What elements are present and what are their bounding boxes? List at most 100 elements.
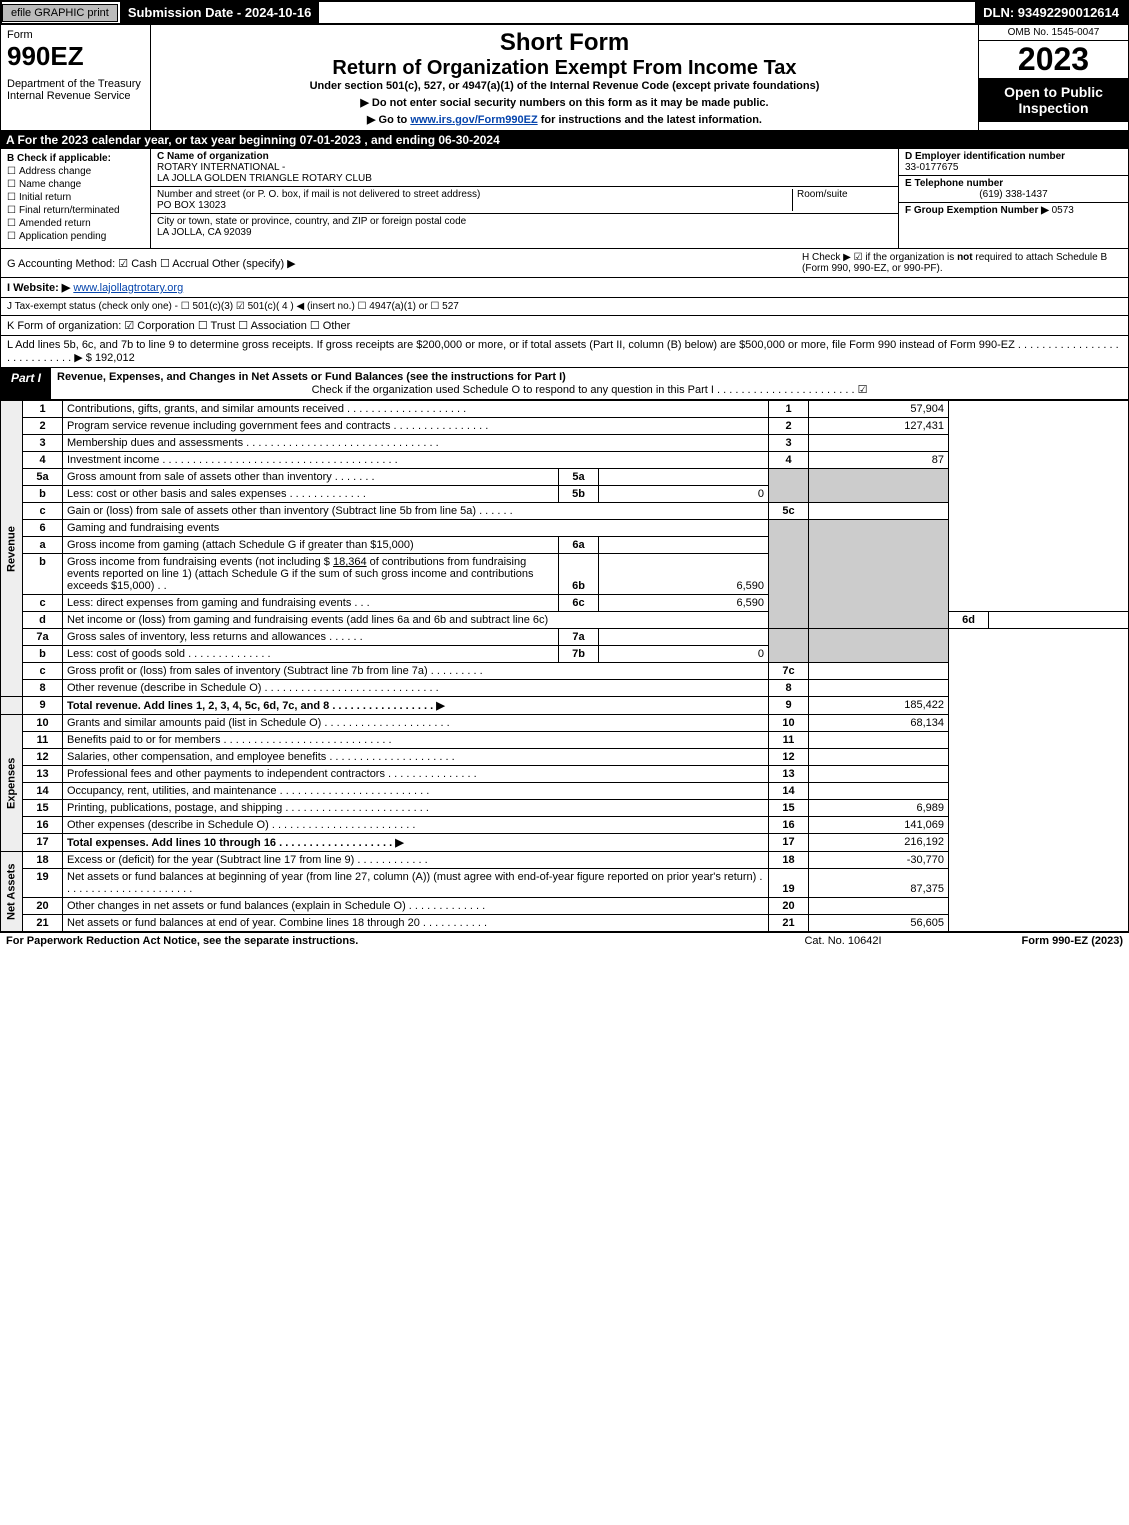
amt-15: 6,989 xyxy=(809,800,949,817)
amt-9: 185,422 xyxy=(809,697,949,715)
part1-tab: Part I xyxy=(1,368,51,399)
h-schedule-b: H Check ▶ ☑ if the organization is not r… xyxy=(802,252,1122,274)
amt-17: 216,192 xyxy=(809,834,949,852)
row-7a: 7a Gross sales of inventory, less return… xyxy=(1,629,1129,646)
i-website-line: I Website: ▶ www.lajollagtrotary.org xyxy=(0,278,1129,298)
ln-7b: b xyxy=(23,646,63,663)
form-title: Return of Organization Exempt From Incom… xyxy=(157,57,972,80)
col-b: B Check if applicable: Address change Na… xyxy=(1,149,151,248)
form-header: Form 990EZ Department of the Treasury In… xyxy=(0,25,1129,131)
chk-name-change[interactable]: Name change xyxy=(7,179,144,190)
lbl-6c: Less: direct expenses from gaming and fu… xyxy=(63,595,559,612)
box-16: 16 xyxy=(769,817,809,834)
c-header: C Name of organization xyxy=(157,151,892,162)
part1-sub: Check if the organization used Schedule … xyxy=(57,383,1122,396)
ein: 33-0177675 xyxy=(905,162,1122,173)
amt-4: 87 xyxy=(809,452,949,469)
ln-13: 13 xyxy=(23,766,63,783)
form-word: Form xyxy=(7,29,144,41)
row-5b: b Less: cost or other basis and sales ex… xyxy=(1,486,1129,503)
ln-6b: b xyxy=(23,554,63,595)
box-12: 12 xyxy=(769,749,809,766)
midamt-5a xyxy=(599,469,769,486)
ln-8: 8 xyxy=(23,680,63,697)
row-11: 11 Benefits paid to or for members . . .… xyxy=(1,732,1129,749)
irs-link[interactable]: www.irs.gov/Form990EZ xyxy=(410,114,537,126)
row-20: 20 Other changes in net assets or fund b… xyxy=(1,898,1129,915)
lbl-12: Salaries, other compensation, and employ… xyxy=(63,749,769,766)
ln-21: 21 xyxy=(23,915,63,932)
info-grid: B Check if applicable: Address change Na… xyxy=(0,149,1129,249)
lbl-19: Net assets or fund balances at beginning… xyxy=(63,869,769,898)
chk-address-change[interactable]: Address change xyxy=(7,166,144,177)
lbl-5a: Gross amount from sale of assets other t… xyxy=(63,469,559,486)
row-4: 4 Investment income . . . . . . . . . . … xyxy=(1,452,1129,469)
dln: DLN: 93492290012614 xyxy=(975,2,1127,23)
box-14: 14 xyxy=(769,783,809,800)
ln-17: 17 xyxy=(23,834,63,852)
midamt-7a xyxy=(599,629,769,646)
gray-6 xyxy=(769,520,809,629)
row-1: Revenue 1 Contributions, gifts, grants, … xyxy=(1,401,1129,418)
ln-3: 3 xyxy=(23,435,63,452)
box-21: 21 xyxy=(769,915,809,932)
grayamt-7 xyxy=(809,629,949,663)
box-20: 20 xyxy=(769,898,809,915)
amt-10: 68,134 xyxy=(809,715,949,732)
midamt-5b: 0 xyxy=(599,486,769,503)
link-post: for instructions and the latest informat… xyxy=(538,114,762,126)
row-7b: b Less: cost of goods sold . . . . . . .… xyxy=(1,646,1129,663)
instructions-line: ▶ Go to www.irs.gov/Form990EZ for instru… xyxy=(157,113,972,126)
open-inspection: Open to Public Inspection xyxy=(979,78,1128,122)
chk-final-return[interactable]: Final return/terminated xyxy=(7,205,144,216)
org-name-2: LA JOLLA GOLDEN TRIANGLE ROTARY CLUB xyxy=(157,173,892,184)
row-6b: b Gross income from fundraising events (… xyxy=(1,554,1129,595)
ln-2: 2 xyxy=(23,418,63,435)
col-c: C Name of organization ROTARY INTERNATIO… xyxy=(151,149,898,248)
lbl-4: Investment income . . . . . . . . . . . … xyxy=(63,452,769,469)
amt-7c xyxy=(809,663,949,680)
row-7c: c Gross profit or (loss) from sales of i… xyxy=(1,663,1129,680)
h-pre: H Check ▶ ☑ if the organization is xyxy=(802,252,957,263)
box-15: 15 xyxy=(769,800,809,817)
grp-number: 0573 xyxy=(1052,205,1074,216)
row-14: 14 Occupancy, rent, utilities, and maint… xyxy=(1,783,1129,800)
ln-10: 10 xyxy=(23,715,63,732)
amt-12 xyxy=(809,749,949,766)
col-d: D Employer identification number 33-0177… xyxy=(898,149,1128,248)
amt-8 xyxy=(809,680,949,697)
chk-application-pending[interactable]: Application pending xyxy=(7,231,144,242)
submission-date: Submission Date - 2024-10-16 xyxy=(120,2,320,23)
irs: Internal Revenue Service xyxy=(7,90,144,102)
efile-print-button[interactable]: efile GRAPHIC print xyxy=(2,4,118,22)
row-8: 8 Other revenue (describe in Schedule O)… xyxy=(1,680,1129,697)
h-not: not xyxy=(957,252,973,263)
mid-7b: 7b xyxy=(559,646,599,663)
chk-amended-return[interactable]: Amended return xyxy=(7,218,144,229)
mid-6c: 6c xyxy=(559,595,599,612)
lbl-1: Contributions, gifts, grants, and simila… xyxy=(63,401,769,418)
lbl-6: Gaming and fundraising events xyxy=(63,520,769,537)
omb-number: OMB No. 1545-0047 xyxy=(979,25,1128,41)
tax-year: 2023 xyxy=(979,41,1128,78)
l-gross-receipts: L Add lines 5b, 6c, and 7b to line 9 to … xyxy=(0,336,1129,368)
part1-title: Revenue, Expenses, and Changes in Net As… xyxy=(57,371,1122,383)
city: LA JOLLA, CA 92039 xyxy=(157,227,892,238)
chk-initial-return[interactable]: Initial return xyxy=(7,192,144,203)
ln-7c: c xyxy=(23,663,63,680)
ln-11: 11 xyxy=(23,732,63,749)
amt-19: 87,375 xyxy=(809,869,949,898)
short-form-label: Short Form xyxy=(157,29,972,57)
tel: (619) 338-1437 xyxy=(905,189,1122,200)
lbl-10: Grants and similar amounts paid (list in… xyxy=(63,715,769,732)
lbl-16: Other expenses (describe in Schedule O) … xyxy=(63,817,769,834)
header-right: OMB No. 1545-0047 2023 Open to Public In… xyxy=(978,25,1128,130)
grayamt-5ab xyxy=(809,469,949,503)
amt-1: 57,904 xyxy=(809,401,949,418)
netassets-label: Net Assets xyxy=(1,852,23,932)
box-10: 10 xyxy=(769,715,809,732)
part1-title-wrap: Revenue, Expenses, and Changes in Net As… xyxy=(51,368,1128,399)
website-link[interactable]: www.lajollagtrotary.org xyxy=(73,282,183,294)
b-header: B Check if applicable: xyxy=(7,153,144,164)
lbl-7b: Less: cost of goods sold . . . . . . . .… xyxy=(63,646,559,663)
